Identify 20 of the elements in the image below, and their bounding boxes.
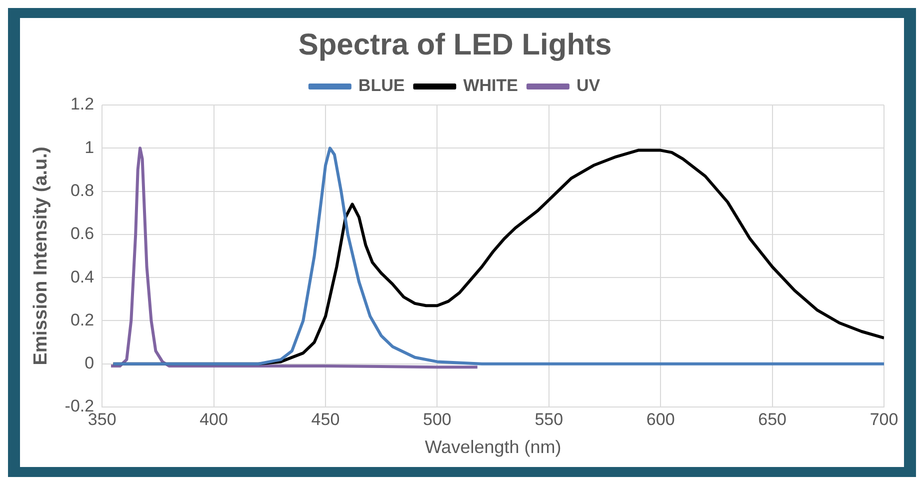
x-tick-label: 500 [423, 410, 452, 429]
y-tick-label: 0.8 [70, 180, 94, 200]
y-tick-label: 0.4 [70, 267, 94, 286]
y-axis-title: Emission Intensity (a.u.) [30, 146, 52, 366]
y-tick-label: 0.6 [70, 224, 94, 244]
legend-label: BLUE [358, 76, 405, 96]
x-tick-label: 600 [646, 410, 675, 429]
y-tick-label: 0.2 [70, 310, 94, 330]
legend-label: WHITE [463, 76, 518, 96]
y-tick-label: 1.2 [70, 94, 94, 114]
chart-title: Spectra of LED Lights [298, 28, 612, 62]
y-tick-label: 1 [84, 138, 94, 157]
x-tick-label: 400 [200, 410, 228, 429]
x-tick-label: 550 [534, 410, 564, 429]
y-tick-label: 0 [84, 354, 94, 373]
x-tick-label: 650 [758, 410, 786, 429]
legend-label: UV [576, 76, 601, 96]
x-tick-label: 700 [870, 410, 898, 429]
x-axis-title: Wavelength (nm) [424, 437, 562, 458]
x-tick-label: 450 [311, 410, 340, 429]
